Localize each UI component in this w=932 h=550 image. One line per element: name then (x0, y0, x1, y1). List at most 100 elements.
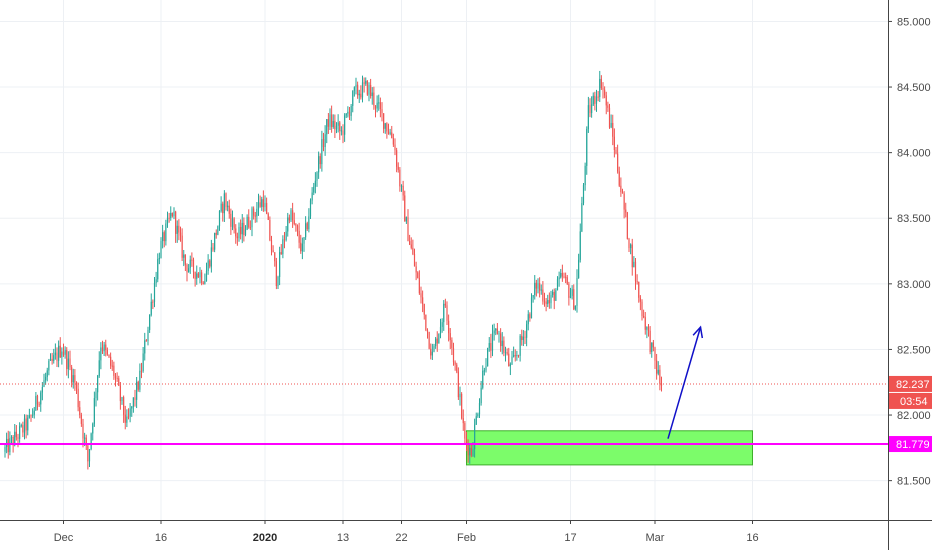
candle-body (64, 350, 66, 355)
candle-body (157, 259, 159, 280)
candle-body (59, 345, 61, 358)
candle-body (552, 291, 554, 295)
candle-body (127, 416, 130, 418)
candle-body (413, 254, 416, 267)
candle-body (43, 380, 45, 387)
candle-body (327, 119, 329, 127)
candle-body (7, 438, 9, 453)
candle-body (194, 271, 196, 279)
candle-body (28, 415, 30, 418)
candle-body (274, 252, 276, 262)
candle-body (179, 232, 182, 236)
candle-body (225, 193, 227, 208)
candle-body (108, 354, 110, 357)
candle-body (409, 241, 411, 245)
candle-body (353, 87, 355, 91)
candle-body (595, 96, 598, 104)
candle-body (534, 282, 536, 296)
candle-body (199, 272, 201, 278)
candle-body (506, 352, 508, 354)
candle-body (543, 301, 546, 303)
candle-body (4, 447, 6, 452)
candle-body (527, 314, 529, 325)
candle-body (565, 276, 567, 278)
candle-body (470, 447, 472, 456)
candle-body (12, 436, 14, 446)
candle-body (374, 105, 377, 109)
candle-body (67, 358, 69, 370)
candle-body (503, 340, 505, 353)
candle-body (472, 449, 474, 456)
candle-body (129, 408, 131, 417)
candle-body (15, 431, 17, 438)
y-tick-label: 83.000 (897, 279, 931, 291)
candle-body (610, 122, 612, 128)
candle-body (604, 89, 606, 96)
candle-body (186, 264, 188, 273)
candle-body (220, 203, 222, 211)
candle-body (119, 385, 121, 402)
candle-body (303, 237, 305, 244)
candle-body (293, 220, 295, 224)
candle-body (283, 239, 286, 241)
candle-body (256, 208, 258, 217)
candle-body (370, 84, 372, 97)
candle-body (422, 297, 424, 304)
candle-body (46, 370, 48, 377)
candle-body (423, 303, 425, 315)
candle-body (586, 128, 588, 166)
candle-body (269, 219, 271, 241)
candle-body (288, 217, 290, 221)
candle-body (454, 362, 456, 365)
candle-body (387, 131, 390, 134)
candle-body (202, 282, 204, 284)
countdown-tag (889, 392, 932, 409)
candle-body (334, 120, 336, 130)
candle-body (623, 193, 625, 210)
candle-body (10, 436, 13, 439)
candle-body (207, 260, 209, 272)
candle-body (634, 261, 637, 282)
candle-body (165, 223, 167, 242)
candle-body (77, 388, 79, 408)
candle-body (292, 210, 294, 221)
candle-body (257, 202, 260, 209)
candle-body (504, 352, 507, 354)
candle-body (215, 232, 217, 235)
candle-body (40, 392, 42, 405)
candle-body (137, 381, 139, 390)
x-tick-label: 13 (337, 532, 349, 544)
candle-body (23, 418, 26, 433)
candle-body (501, 340, 503, 347)
candle-body (569, 295, 572, 298)
candle-body (218, 210, 221, 227)
candle-body (79, 407, 81, 416)
candle-body (392, 138, 394, 145)
candle-body (111, 365, 113, 367)
candle-body (287, 217, 289, 232)
candle-body (574, 305, 576, 310)
candle-body (493, 330, 495, 334)
candle-body (553, 291, 555, 301)
candle-body (378, 102, 380, 104)
current-price-tag (889, 375, 932, 392)
candle-body (144, 340, 146, 354)
candle-body (631, 244, 633, 268)
candle-body (571, 289, 573, 296)
candle-body (626, 212, 628, 239)
candle-body (469, 447, 471, 456)
candle-body (448, 320, 450, 334)
candle-body (56, 352, 58, 361)
candle-body (444, 303, 446, 306)
candle-body (126, 416, 128, 423)
candle-body (647, 326, 650, 331)
candle-body (563, 276, 565, 278)
candle-body (335, 125, 338, 130)
candle-body (38, 404, 40, 406)
candle-body (163, 232, 165, 242)
candle-body (517, 355, 520, 357)
candle-body (61, 351, 63, 358)
candle-body (316, 172, 318, 181)
candle-body (181, 235, 183, 258)
